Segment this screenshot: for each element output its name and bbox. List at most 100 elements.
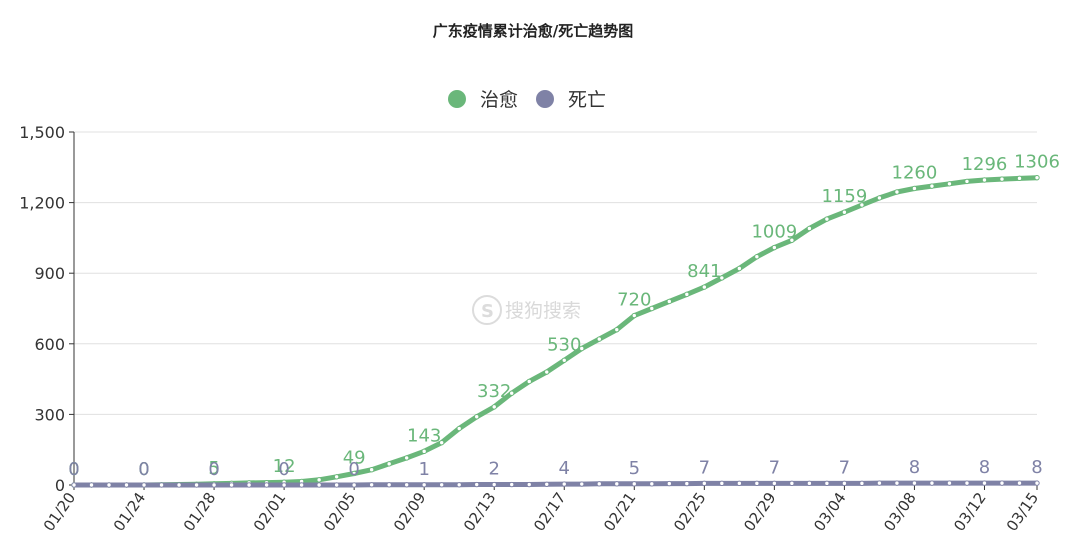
chart-title: 广东疫情累计治愈/死亡趋势图: [433, 22, 633, 40]
data-point-cured: [544, 369, 550, 375]
y-tick-label: 1,200: [19, 194, 65, 213]
data-point-cured: [456, 425, 462, 432]
data-point-deaths: [421, 482, 427, 488]
data-point-deaths: [859, 480, 865, 487]
data-point-deaths: [736, 480, 743, 487]
x-tick-label: 03/08: [880, 489, 920, 535]
data-point-cured: [754, 254, 760, 260]
data-point-cured: [894, 189, 900, 195]
grid: [74, 131, 1037, 415]
x-tick-label: 01/28: [180, 489, 220, 535]
data-label-cured: 530: [547, 334, 581, 355]
data-point-deaths: [123, 482, 130, 488]
data-point-cured: [509, 390, 515, 396]
data-point-deaths: [228, 482, 235, 488]
data-point-cured: [1016, 175, 1023, 182]
data-point-deaths: [806, 480, 813, 487]
data-label-deaths: 8: [909, 457, 920, 478]
data-point-deaths: [649, 481, 655, 487]
data-point-cured: [526, 378, 532, 385]
x-tick-label: 01/20: [40, 489, 80, 535]
data-point-deaths: [596, 481, 602, 487]
x-axis: 01/20 01/24 01/28 02/01 02/05 02/09 02/13 02/17…: [40, 484, 1043, 535]
data-point-cured: [841, 209, 848, 215]
data-point-deaths: [386, 482, 392, 488]
data-point-deaths: [351, 482, 357, 488]
data-point-cured: [719, 275, 725, 281]
y-tick-label: 300: [34, 405, 65, 424]
data-point-deaths: [491, 481, 497, 488]
data-point-cured: [859, 202, 865, 208]
data-point-cured: [806, 225, 813, 232]
data-label-deaths: 0: [138, 459, 149, 480]
data-point-cured: [561, 357, 567, 363]
data-label-deaths: 0: [208, 459, 219, 480]
data-point-cured: [491, 404, 497, 410]
data-point-deaths: [456, 482, 462, 488]
data-point-cured: [929, 183, 935, 189]
data-point-cured: [614, 326, 620, 333]
data-point-deaths: [754, 480, 760, 487]
data-label-cured: 720: [617, 290, 651, 311]
data-label-deaths: 7: [769, 457, 780, 478]
data-label-deaths: 8: [1031, 457, 1042, 478]
data-point-cured: [421, 448, 427, 455]
data-point-cured: [824, 216, 830, 222]
x-tick-label: 02/25: [670, 489, 710, 535]
data-point-cured: [474, 414, 480, 420]
x-tick-label: 03/15: [1003, 489, 1043, 535]
data-point-deaths: [333, 482, 340, 488]
data-label-cured: 841: [687, 261, 721, 282]
data-point-cured: [316, 477, 322, 483]
data-point-cured: [438, 439, 445, 446]
x-tick-label: 02/13: [460, 489, 500, 535]
watermark-text: 搜狗搜索: [505, 300, 581, 322]
data-label-deaths: 1: [418, 459, 429, 480]
legend-item-cured[interactable]: 治愈: [448, 89, 518, 111]
data-point-cured: [333, 474, 340, 480]
data-label-cured: 1159: [821, 186, 867, 207]
data-point-cured: [964, 178, 970, 185]
x-tick-label: 03/12: [950, 489, 990, 535]
data-point-cured: [666, 298, 673, 305]
data-label-cured: 332: [477, 381, 511, 402]
data-point-deaths: [929, 480, 935, 486]
y-tick-label: 600: [34, 335, 65, 354]
data-label-deaths: 5: [629, 458, 640, 479]
data-label-deaths: 0: [348, 459, 359, 480]
y-tick-label: 0: [55, 476, 65, 495]
data-point-cured: [736, 265, 743, 272]
data-point-deaths: [141, 482, 147, 488]
data-point-deaths: [403, 482, 410, 488]
legend-marker-cured: [448, 90, 466, 108]
x-tick-label: 03/04: [810, 489, 850, 535]
data-point-deaths: [193, 482, 200, 488]
data-point-cured: [701, 284, 708, 290]
data-point-deaths: [509, 481, 515, 488]
data-label-cured: 143: [407, 425, 441, 446]
data-label-cured: 1260: [892, 162, 938, 183]
data-point-deaths: [684, 480, 690, 487]
legend-item-deaths[interactable]: 死亡: [536, 89, 606, 111]
data-point-deaths: [946, 480, 953, 486]
data-point-deaths: [246, 482, 252, 488]
data-label-cured: 0: [68, 459, 79, 480]
sogou-logo-letter: S: [481, 301, 494, 322]
data-point-cured: [999, 176, 1005, 182]
watermark: S 搜狗搜索: [472, 295, 581, 325]
data-label-cured: 49: [343, 447, 366, 468]
data-point-cured: [1034, 174, 1040, 181]
data-point-deaths: [579, 481, 585, 487]
data-point-deaths: [368, 482, 375, 488]
data-point-cured: [789, 237, 795, 243]
data-point-deaths: [701, 480, 708, 487]
data-label-deaths: 4: [559, 458, 570, 479]
data-label-cured: 5: [208, 458, 219, 479]
x-tick-label: 02/17: [530, 489, 570, 535]
data-point-deaths: [561, 481, 567, 487]
data-point-cured: [368, 467, 375, 473]
data-label-deaths: 0: [278, 459, 289, 480]
legend: 治愈 死亡: [448, 89, 606, 111]
